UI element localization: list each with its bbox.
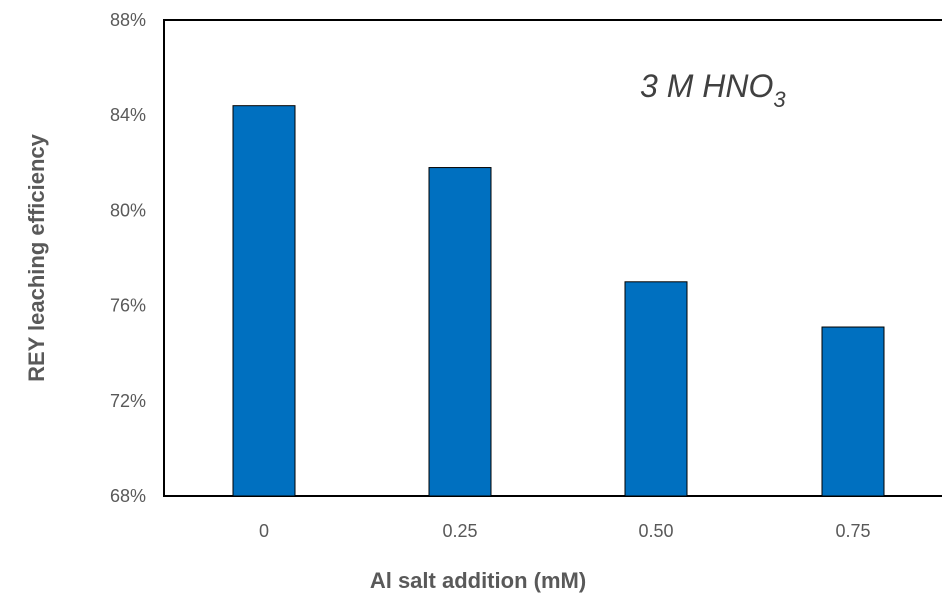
y-tick-label: 80% — [110, 200, 146, 220]
x-tick-labels: 0 0.25 0.50 0.75 — [259, 521, 871, 541]
x-tick-label: 0 — [259, 521, 269, 541]
y-tick-label: 76% — [110, 296, 146, 316]
y-tick-label: 72% — [110, 391, 146, 411]
annotation-label: 3 M HNO3 — [640, 68, 786, 112]
y-tick-labels: 68% 72% 76% 80% 84% 88% — [110, 10, 146, 506]
bar — [821, 326, 885, 497]
x-axis-title: Al salt addition (mM) — [370, 568, 586, 593]
bar — [624, 281, 688, 497]
x-tick-label: 0.50 — [638, 521, 673, 541]
x-tick-label: 0.25 — [442, 521, 477, 541]
annotation-main: 3 M HNO — [640, 68, 773, 104]
y-tick-label: 88% — [110, 10, 146, 30]
x-tick-label: 0.75 — [835, 521, 870, 541]
y-tick-label: 68% — [110, 486, 146, 506]
annotation-subscript: 3 — [773, 87, 786, 112]
bars-group — [232, 105, 885, 497]
y-axis-title: REY leaching efficiency — [24, 133, 49, 382]
bar — [428, 167, 492, 497]
bar — [232, 105, 296, 497]
y-tick-label: 84% — [110, 105, 146, 125]
